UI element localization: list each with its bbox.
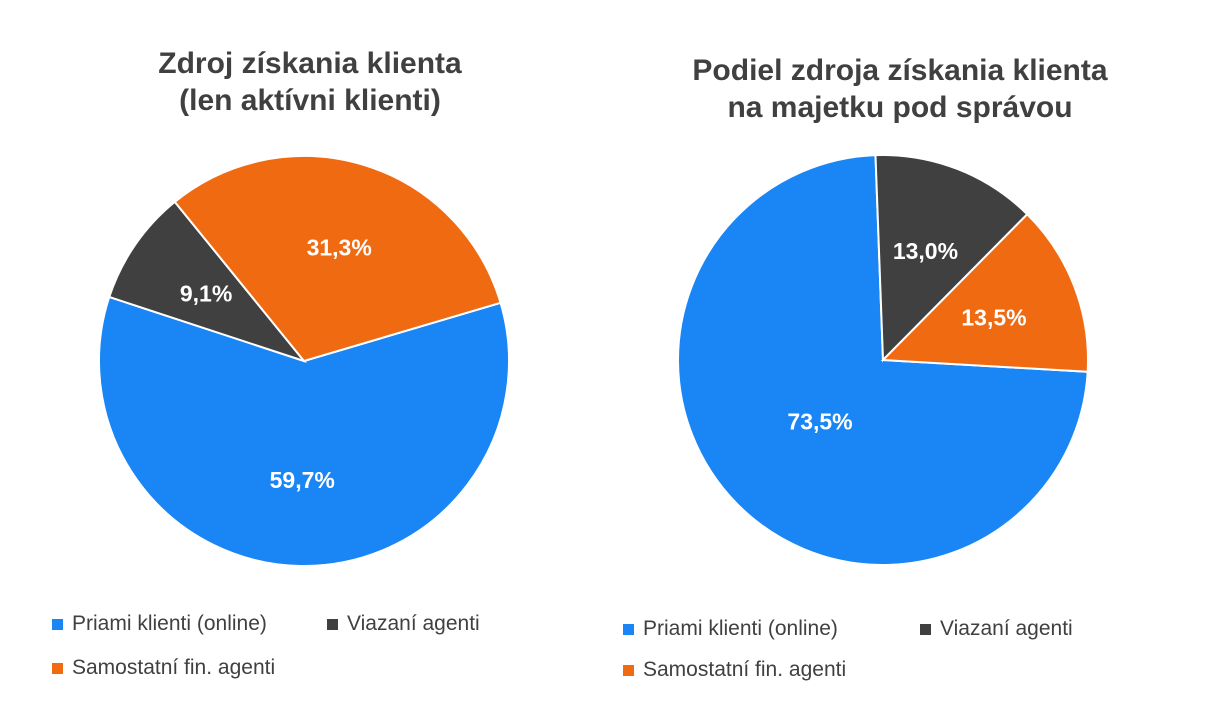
data-label-tied: 9,1% [180, 281, 232, 307]
slice-tied [874, 154, 1029, 363]
legend-item-independent: Samostatní fin. agenti [623, 658, 846, 682]
legend-label: Priami klienti (online) [72, 612, 267, 635]
data-label-direct: 59,7% [270, 467, 335, 493]
legend-label: Priami klienti (online) [643, 617, 838, 640]
slice-independent [880, 212, 1089, 373]
legend-swatch-direct [623, 623, 634, 635]
chart-left: Zdroj získania klienta (len aktívni klie… [52, 45, 560, 680]
title-line-1: Zdroj získania klienta [158, 47, 462, 80]
data-label-direct: 73,5% [787, 409, 852, 435]
title-line-1: Podiel zdroja získania klienta [692, 54, 1108, 87]
pie-chart: 59,7% 9,1% 31,3% [98, 155, 510, 567]
slice-independent [173, 155, 502, 363]
legend-swatch-tied [920, 623, 931, 635]
legend-label: Viazaní agenti [940, 617, 1073, 640]
legend-item-tied: Viazaní agenti [920, 617, 1073, 641]
chart-right: Podiel zdroja získania klienta na majetk… [580, 0, 1218, 714]
chart-title: Podiel zdroja získania klienta na majetk… [600, 52, 1200, 126]
legend-item-direct: Priami klienti (online) [52, 612, 267, 636]
legend-item-tied: Viazaní agenti [327, 612, 480, 636]
legend-swatch-tied [327, 618, 338, 630]
legend-label: Viazaní agenti [347, 612, 480, 635]
data-label-independent: 13,5% [961, 304, 1026, 330]
legend-swatch-independent [623, 664, 634, 676]
slice-direct [98, 295, 510, 567]
legend-swatch-independent [52, 662, 63, 674]
slice-tied [107, 200, 307, 364]
data-label-independent: 31,3% [307, 234, 372, 260]
legend-item-independent: Samostatní fin. agenti [52, 656, 275, 680]
title-line-2: (len aktívni klienti) [179, 84, 441, 117]
chart-title: Zdroj získania klienta (len aktívni klie… [60, 45, 560, 119]
legend-swatch-direct [52, 618, 63, 630]
data-label-tied: 13,0% [893, 238, 958, 264]
legend-item-direct: Priami klienti (online) [623, 617, 838, 641]
title-line-2: na majetku pod správou [727, 91, 1073, 124]
pie-chart: 73,5% 13,0% 13,5% [677, 154, 1089, 566]
legend-label: Samostatní fin. agenti [72, 656, 276, 679]
legend-label: Samostatní fin. agenti [643, 658, 847, 681]
